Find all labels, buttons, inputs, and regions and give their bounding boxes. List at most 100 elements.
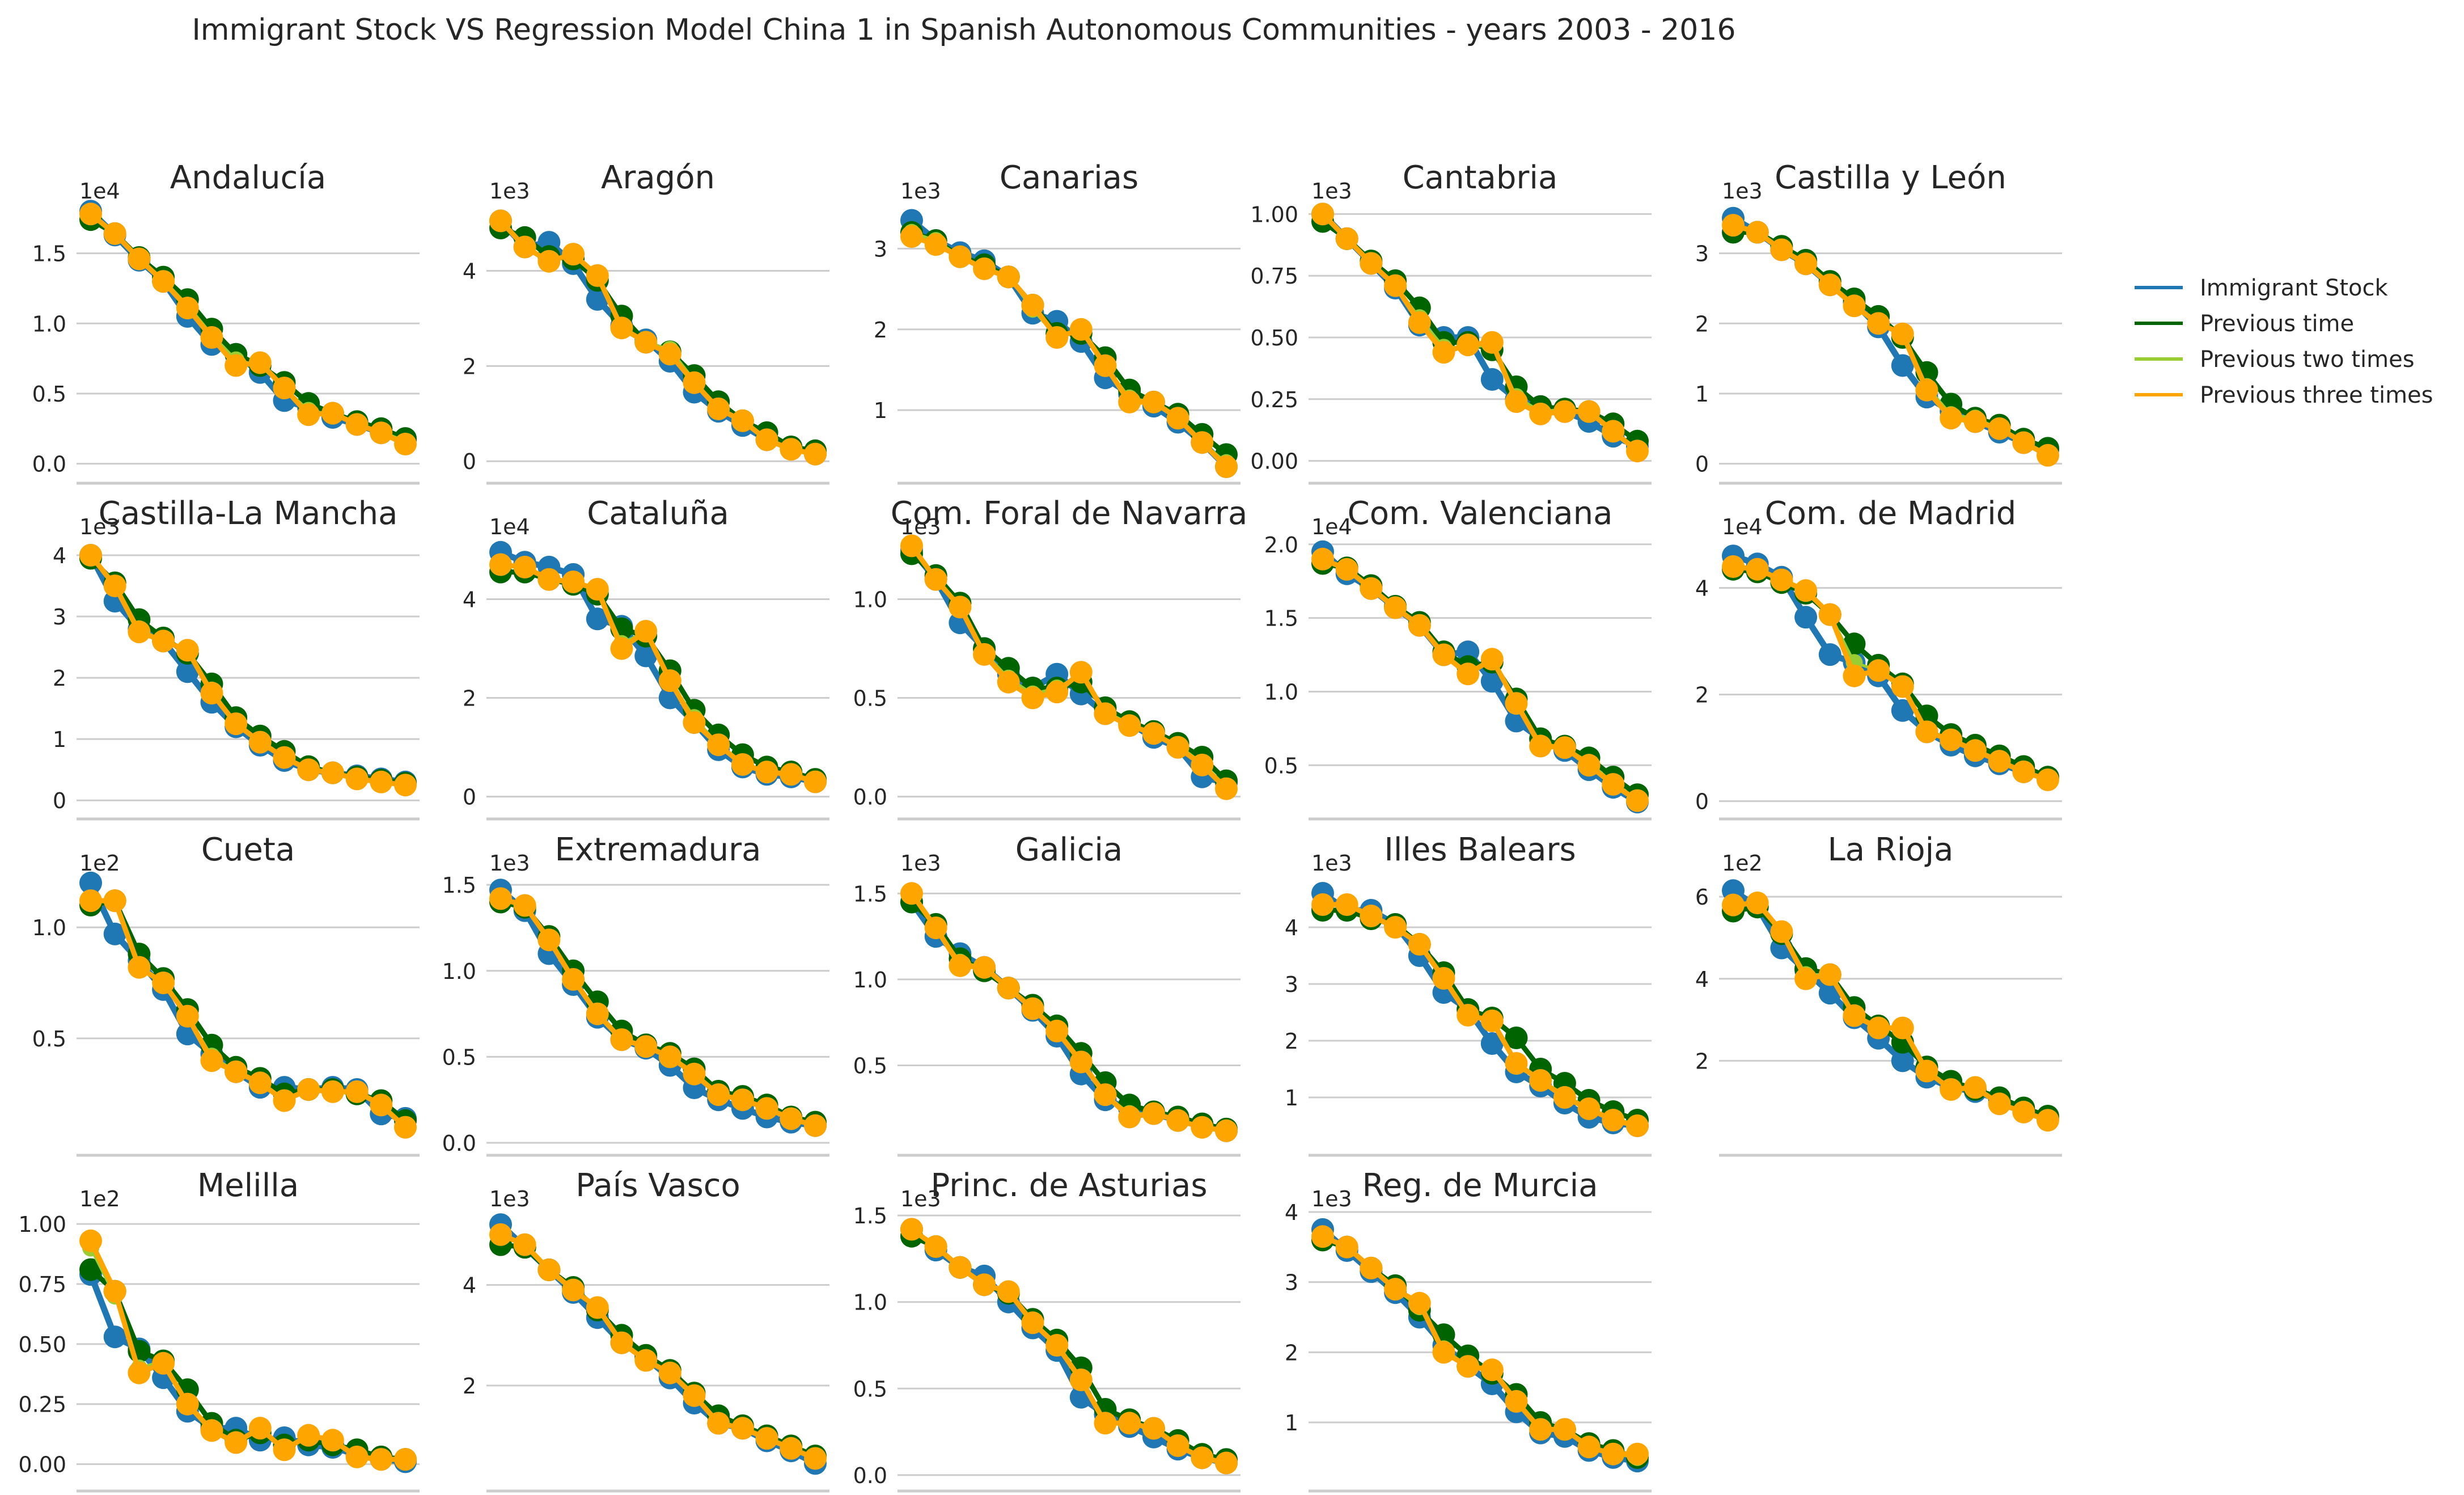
data-point-previous-three-times bbox=[658, 343, 681, 366]
data-point-previous-three-times bbox=[707, 733, 730, 757]
data-point-previous-three-times bbox=[562, 571, 585, 593]
data-point-previous-three-times bbox=[2012, 431, 2035, 454]
data-point-previous-three-times bbox=[1529, 1418, 1552, 1441]
data-point-previous-three-times bbox=[1602, 773, 1625, 796]
axis-offset-label: 1e2 bbox=[1722, 851, 1763, 876]
panel-title: Cantabria bbox=[1403, 159, 1558, 196]
data-point-previous-three-times bbox=[1480, 1358, 1504, 1382]
y-tick-label: 0.0 bbox=[853, 785, 887, 810]
data-point-previous-three-times bbox=[1191, 753, 1214, 776]
data-point-previous-three-times bbox=[79, 1229, 102, 1252]
data-point-previous-three-times bbox=[103, 222, 126, 245]
data-point-immigrant-stock bbox=[103, 1325, 126, 1349]
panel-title: Cataluña bbox=[587, 495, 729, 532]
data-point-previous-three-times bbox=[1384, 274, 1407, 297]
data-point-previous-three-times bbox=[1867, 312, 1890, 335]
data-point-previous-three-times bbox=[1166, 407, 1189, 430]
data-point-previous-three-times bbox=[1553, 1086, 1576, 1109]
data-point-previous-three-times bbox=[610, 1028, 633, 1051]
axis-offset-label: 1e3 bbox=[1311, 1186, 1352, 1211]
data-point-previous-three-times bbox=[370, 1448, 393, 1471]
data-point-previous-three-times bbox=[2037, 444, 2059, 467]
data-point-previous-three-times bbox=[297, 403, 320, 426]
y-tick-label: 4 bbox=[1285, 1200, 1298, 1225]
data-point-previous-three-times bbox=[586, 578, 609, 601]
data-point-previous-three-times bbox=[731, 1088, 754, 1112]
data-point-previous-three-times bbox=[1432, 967, 1455, 990]
y-tick-label: 1 bbox=[53, 727, 66, 752]
data-point-previous-three-times bbox=[1021, 997, 1044, 1020]
data-point-previous-three-times bbox=[345, 1080, 369, 1103]
panel-title: Illes Balears bbox=[1384, 831, 1576, 868]
data-point-previous-three-times bbox=[1360, 905, 1383, 927]
data-point-previous-three-times bbox=[1311, 547, 1334, 571]
data-point-previous-three-times bbox=[273, 1438, 296, 1462]
data-point-previous-three-times bbox=[513, 1233, 536, 1256]
data-point-previous-three-times bbox=[1191, 1446, 1214, 1469]
y-tick-label: 1 bbox=[1285, 1086, 1298, 1110]
data-point-previous-three-times bbox=[924, 917, 947, 939]
legend-label: Immigrant Stock bbox=[2200, 275, 2388, 301]
y-tick-label: 1.5 bbox=[853, 881, 887, 906]
data-point-previous-three-times bbox=[176, 1392, 199, 1416]
data-point-previous-three-times bbox=[1722, 893, 1745, 917]
data-point-previous-three-times bbox=[1818, 963, 1841, 986]
data-point-previous-three-times bbox=[731, 1417, 754, 1440]
data-point-previous-three-times bbox=[1602, 420, 1625, 443]
data-point-previous-three-times bbox=[1191, 1116, 1214, 1139]
data-point-previous-three-times bbox=[1505, 1390, 1528, 1413]
y-tick-label: 4 bbox=[53, 543, 66, 568]
data-point-previous-three-times bbox=[345, 1445, 369, 1468]
panel-title: País Vasco bbox=[575, 1167, 740, 1204]
y-tick-label: 0.5 bbox=[32, 382, 66, 407]
data-point-previous-three-times bbox=[1770, 920, 1793, 943]
data-point-previous-three-times bbox=[610, 1331, 633, 1354]
y-tick-label: 4 bbox=[463, 587, 476, 612]
panel-title: Com. Foral de Navarra bbox=[891, 495, 1248, 532]
data-point-previous-three-times bbox=[1021, 686, 1044, 710]
panel-cataluna: 0 2 4 1e4 Cataluña bbox=[463, 495, 829, 821]
data-point-previous-three-times bbox=[273, 746, 296, 769]
axis-offset-label: 1e3 bbox=[900, 851, 941, 876]
y-tick-label: 1.0 bbox=[853, 968, 887, 993]
y-tick-label: 2 bbox=[463, 686, 476, 711]
y-tick-label: 2 bbox=[463, 354, 476, 379]
y-tick-label: 4 bbox=[463, 259, 476, 284]
y-tick-label: 3 bbox=[874, 237, 887, 261]
data-point-previous-three-times bbox=[1891, 675, 1914, 698]
legend-item-previous-time: Previous time bbox=[2135, 311, 2354, 337]
data-point-previous-three-times bbox=[200, 326, 223, 349]
data-point-previous-three-times bbox=[1335, 558, 1358, 581]
axis-offset-label: 1e3 bbox=[79, 514, 120, 539]
panel-la-rioja: 2 4 6 1e2 La Rioja bbox=[1695, 831, 2062, 1157]
data-point-previous-three-times bbox=[1142, 722, 1165, 745]
panel-com-de-madrid: 0 2 4 1e4 Com. de Madrid bbox=[1695, 495, 2062, 821]
data-point-previous-three-times bbox=[394, 1116, 417, 1139]
data-point-previous-three-times bbox=[1794, 967, 1818, 990]
data-point-previous-three-times bbox=[1480, 648, 1504, 671]
panel-title: Com. de Madrid bbox=[1765, 495, 2017, 532]
y-tick-label: 2 bbox=[1695, 683, 1709, 708]
data-point-previous-three-times bbox=[537, 928, 561, 952]
data-point-previous-three-times bbox=[1311, 893, 1334, 916]
data-point-previous-three-times bbox=[248, 351, 272, 374]
data-point-previous-three-times bbox=[1118, 1105, 1141, 1129]
data-point-previous-three-times bbox=[128, 247, 151, 271]
data-point-previous-three-times bbox=[1626, 789, 1649, 812]
data-point-previous-three-times bbox=[297, 1078, 320, 1101]
data-point-immigrant-stock bbox=[176, 660, 199, 683]
axis-offset-label: 1e4 bbox=[79, 179, 120, 204]
y-tick-label: 1.0 bbox=[32, 915, 66, 940]
data-point-previous-three-times bbox=[1457, 1004, 1480, 1027]
data-point-previous-three-times bbox=[804, 770, 827, 793]
data-point-immigrant-stock bbox=[1480, 1032, 1504, 1055]
y-tick-label: 4 bbox=[1695, 576, 1709, 601]
data-point-previous-three-times bbox=[537, 250, 561, 273]
y-tick-label: 3 bbox=[1285, 1270, 1298, 1295]
data-point-previous-three-times bbox=[370, 421, 393, 445]
data-point-previous-three-times bbox=[1094, 354, 1117, 377]
y-tick-label: 1 bbox=[1285, 1410, 1298, 1435]
data-point-previous-three-times bbox=[1915, 378, 1938, 402]
data-point-previous-three-times bbox=[804, 1114, 827, 1137]
